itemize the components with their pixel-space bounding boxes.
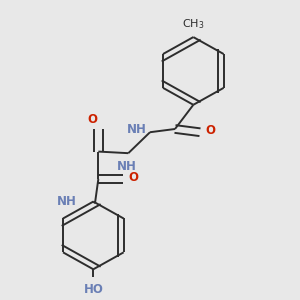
Text: NH: NH [117,160,136,173]
Text: CH$_3$: CH$_3$ [182,17,205,31]
Text: NH: NH [127,123,147,136]
Text: O: O [129,171,139,184]
Text: HO: HO [83,283,103,296]
Text: O: O [205,124,215,137]
Text: O: O [87,113,97,126]
Text: NH: NH [57,195,77,208]
